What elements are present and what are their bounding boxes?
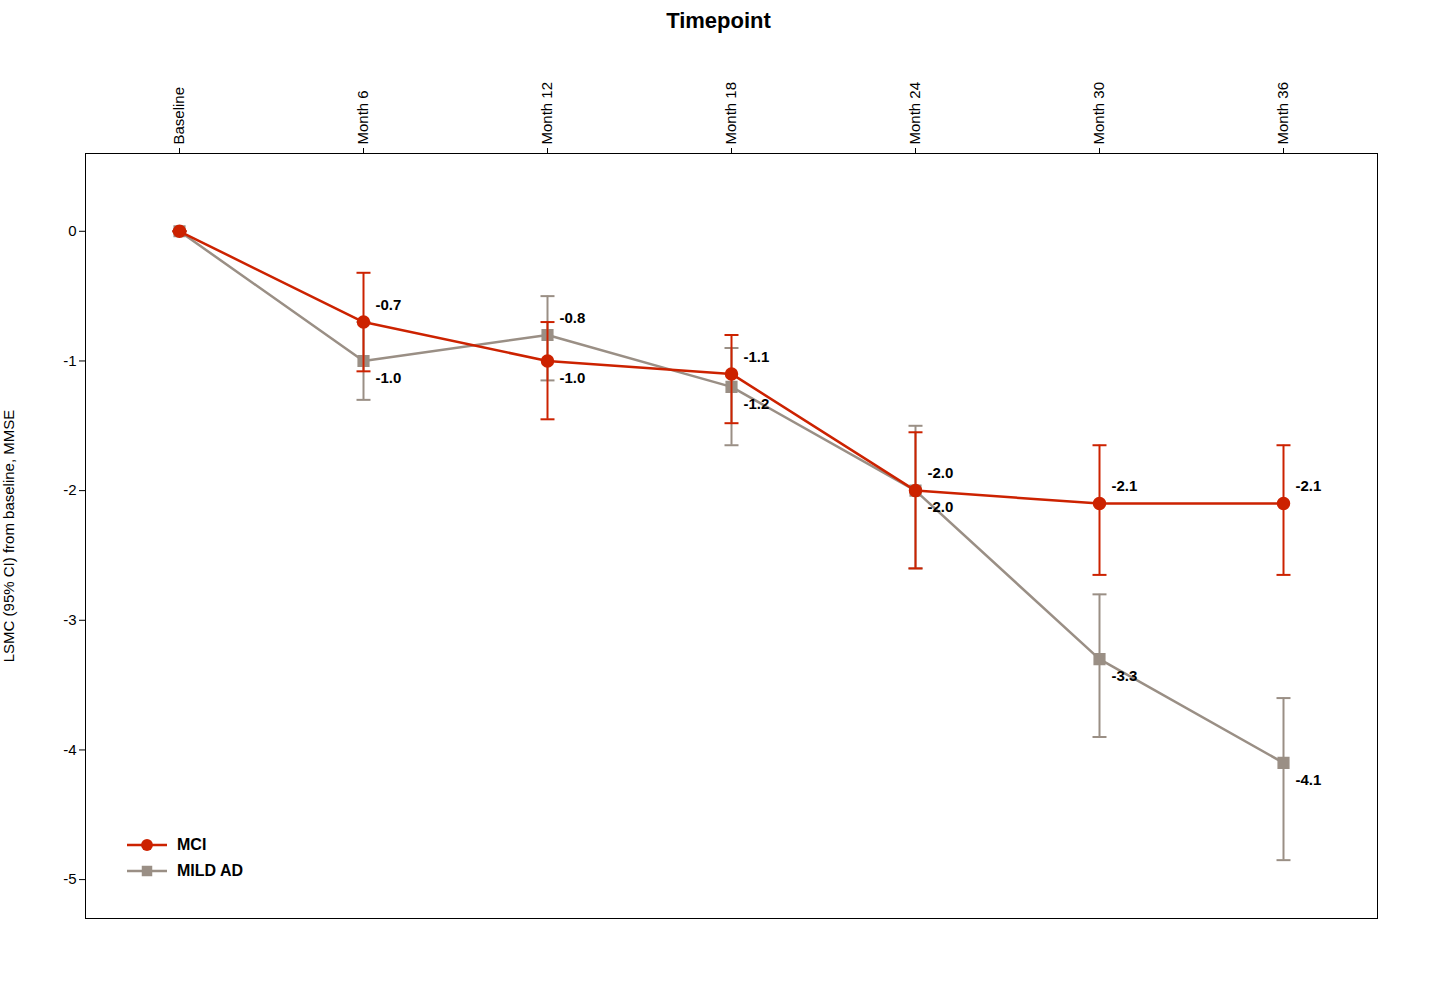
svg-text:Baseline: Baseline	[170, 87, 187, 145]
svg-text:-3: -3	[63, 611, 76, 628]
svg-text:LSMC (95% CI) from baseline, M: LSMC (95% CI) from baseline, MMSE	[0, 410, 17, 663]
svg-text:-1.0: -1.0	[560, 369, 586, 386]
svg-text:-3.3: -3.3	[1112, 667, 1138, 684]
svg-text:-1.2: -1.2	[744, 395, 770, 412]
html-text:MILD AD: MILD AD	[177, 862, 244, 879]
svg-text:-2.1: -2.1	[1296, 477, 1322, 494]
svg-text:-0.8: -0.8	[560, 309, 586, 326]
svg-text:Month 12: Month 12	[538, 82, 555, 145]
svg-text:0: 0	[68, 222, 76, 239]
svg-text:Month 36: Month 36	[1274, 82, 1291, 145]
svg-text:-1.0: -1.0	[376, 369, 402, 386]
svg-text:-4.1: -4.1	[1296, 771, 1322, 788]
svg-text:-1: -1	[63, 352, 76, 369]
svg-text:-2: -2	[63, 481, 76, 498]
svg-text:Month 30: Month 30	[1090, 82, 1107, 145]
svg-text:-4: -4	[63, 741, 76, 758]
svg-text:-5: -5	[63, 870, 76, 887]
svg-text:Month 18: Month 18	[722, 82, 739, 145]
svg-text:Month 24: Month 24	[906, 82, 923, 145]
svg-text:-1.1: -1.1	[744, 348, 770, 365]
svg-text:-0.7: -0.7	[376, 296, 402, 313]
svg-text:-2.1: -2.1	[1112, 477, 1138, 494]
svg-text:-2.0: -2.0	[928, 464, 954, 481]
html-text:MCI: MCI	[177, 836, 207, 853]
html-text:Timepoint: Timepoint	[666, 8, 771, 33]
svg-text:-2.0: -2.0	[928, 498, 954, 515]
svg-text:Month 6: Month 6	[354, 90, 371, 144]
